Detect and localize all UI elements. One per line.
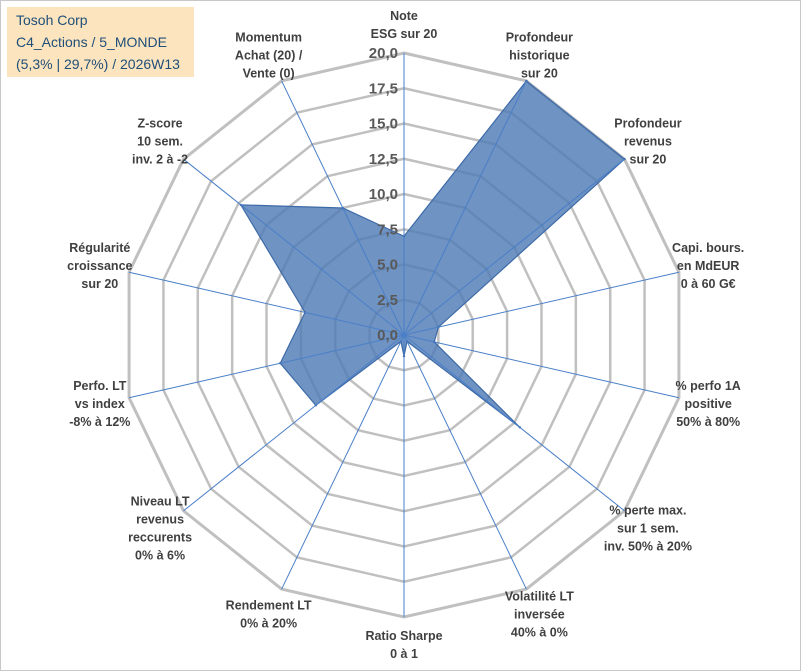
tick-label: 15,0 [369, 116, 398, 133]
axis-label-line: revenus [624, 135, 672, 149]
axis-label-line: -8% à 12% [69, 415, 130, 429]
axis-label-line: sur 20 [521, 67, 558, 81]
axis-label-line: croissance [67, 259, 132, 273]
axis-label-line: 50% à 80% [676, 415, 740, 429]
axis-label-line: sur 20 [630, 153, 667, 167]
axis-spoke [128, 334, 405, 399]
tick-label: 5,0 [377, 257, 398, 274]
axis-label-line: inv. 50% à 20% [604, 539, 692, 553]
axis-spoke [403, 334, 625, 512]
axis-label: Profondeur revenus sur 20 [614, 117, 681, 167]
axis-spoke [403, 334, 680, 399]
axis-label-line: Capi. bours. [672, 241, 744, 255]
axis-label: Volatilité LT inversée 40% à 0% [505, 589, 574, 639]
axis-label: Z-score 10 sem. inv. 2 à -2 [132, 117, 188, 167]
data-series-area [239, 80, 626, 428]
axis-label-line: revenus [136, 512, 184, 526]
tick-label: 7,5 [377, 221, 398, 238]
axis-label: Rendement LT 0% à 20% [226, 598, 312, 630]
axis-label-line: sur 1 sem. [617, 521, 679, 535]
tick-label: 12,5 [369, 151, 398, 168]
axis-spoke [403, 80, 527, 336]
axis-spoke [281, 334, 405, 590]
axis-label-line: positive [685, 397, 732, 411]
axis-label: Perfo. LT vs index -8% à 12% [69, 379, 130, 429]
axis-spoke [183, 334, 405, 512]
portfolio-label: C4_Actions / 5_MONDE [16, 34, 167, 50]
axis-label-line: vs index [75, 397, 125, 411]
axis-label-line: % perte max. [609, 503, 686, 517]
axis-label-line: Régularité [69, 241, 130, 255]
axis-label-line: 0% à 6% [135, 548, 185, 562]
axis-spoke [281, 80, 405, 336]
axis-label-line: Vente (0) [243, 67, 295, 81]
axis-label-line: inv. 2 à -2 [132, 153, 188, 167]
axis-label-line: Volatilité LT [505, 589, 574, 603]
axis-label-line: 10 sem. [137, 135, 183, 149]
tick-label: 17,5 [369, 80, 398, 97]
axis-label-line: ESG sur 20 [371, 27, 438, 41]
axis-spoke [183, 158, 405, 336]
stats-label: (5,3% | 29,7%) / 2026W13 [16, 56, 180, 72]
axis-label-line: Achat (20) / [235, 49, 303, 63]
tick-label: 10,0 [369, 186, 398, 203]
tick-label: 0,0 [377, 327, 398, 344]
axis-label: Profondeur historique sur 20 [506, 31, 573, 81]
axis-label-line: sur 20 [81, 277, 118, 291]
axis-label: Note ESG sur 20 [371, 9, 438, 41]
axis-label: % perfo 1A positive 50% à 80% [676, 379, 741, 429]
axis-label-line: 0 à 1 [390, 647, 418, 661]
axis-label-line: Momentum [235, 31, 302, 45]
axis-label: Ratio Sharpe 0 à 1 [365, 629, 442, 661]
axis-label-line: Niveau LT [131, 494, 190, 508]
tick-label: 20,0 [369, 45, 398, 62]
axis-spoke [403, 334, 527, 590]
axis-label: % perte max. sur 1 sem. inv. 50% à 20% [604, 503, 692, 553]
tick-label: 2,5 [377, 292, 398, 309]
axis-label-line: en MdEUR [677, 259, 740, 273]
axis-spoke [403, 158, 625, 336]
axis-label: Momentum Achat (20) / Vente (0) [235, 31, 303, 81]
axis-label-line: % perfo 1A [676, 379, 741, 393]
axis-label: Capi. bours. en MdEUR 0 à 60 G€ [672, 241, 744, 291]
axis-label-line: Perfo. LT [73, 379, 127, 393]
axis-label-line: inversée [514, 607, 565, 621]
axis-spoke [128, 271, 405, 336]
axis-label-line: Ratio Sharpe [365, 629, 442, 643]
axis-label-line: Z-score [137, 117, 182, 131]
axis-label-line: 40% à 0% [511, 625, 568, 639]
axis-label-line: Rendement LT [226, 598, 312, 612]
company-title: Tosoh Corp [16, 12, 88, 28]
axis-label-line: 0 à 60 G€ [681, 277, 736, 291]
axis-spoke [403, 271, 680, 336]
axis-label-line: Note [390, 9, 418, 23]
axis-label: Niveau LT revenus reccurents 0% à 6% [128, 494, 192, 562]
title-box: Tosoh Corp C4_Actions / 5_MONDE (5,3% | … [7, 7, 194, 77]
axis-label-line: Profondeur [506, 31, 573, 45]
axis-label-line: historique [509, 49, 569, 63]
axis-label-line: 0% à 20% [240, 616, 297, 630]
axis-label: Régularité croissance sur 20 [67, 241, 132, 291]
axis-label-line: Profondeur [614, 117, 681, 131]
axis-label-line: reccurents [128, 530, 192, 544]
